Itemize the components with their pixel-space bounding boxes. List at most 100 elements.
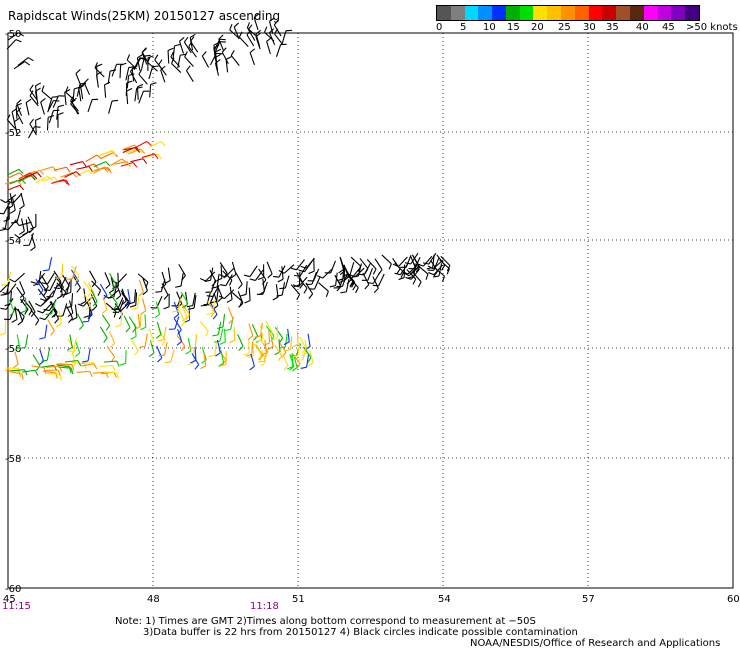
wind-barb (121, 288, 127, 302)
wind-barb (362, 272, 370, 285)
wind-barb (299, 264, 308, 277)
wind-barb (306, 354, 310, 368)
wind-barb (90, 289, 98, 302)
wind-barb (335, 272, 338, 286)
wind-barb (258, 268, 267, 280)
wind-barb-feather (190, 359, 197, 364)
wind-barb-feather (39, 337, 46, 340)
wind-barb (219, 328, 224, 342)
wind-barb (126, 75, 130, 89)
wind-barb (423, 255, 433, 267)
legend-label: 5 (460, 22, 467, 33)
wind-barb-feather (38, 169, 45, 175)
wind-barb-feather (254, 335, 261, 338)
wind-barb (120, 161, 134, 167)
wind-barb-feather (302, 351, 308, 357)
wind-barb-feather (160, 283, 167, 289)
wind-barb (106, 345, 116, 358)
wind-barb-feather (432, 275, 440, 278)
wind-barb (135, 140, 148, 148)
wind-barb-feather (97, 290, 102, 296)
wind-barb (22, 369, 36, 373)
wind-barb (25, 219, 29, 233)
wind-barb-feather (42, 269, 50, 272)
wind-barb-feather (0, 332, 6, 336)
wind-barb-feather (217, 297, 223, 303)
wind-barb-feather (277, 355, 283, 362)
wind-barb-feather (82, 360, 89, 363)
wind-barb-feather (211, 286, 218, 289)
wind-barb-feather (172, 310, 179, 313)
wind-barb-feather (113, 303, 118, 310)
wind-barb (255, 269, 264, 281)
wind-barb (80, 363, 94, 367)
wind-barb-feather (441, 275, 445, 282)
wind-barb-feather (7, 205, 13, 210)
legend-swatch (464, 6, 479, 20)
wind-barb-feather (190, 36, 195, 42)
wind-barb (52, 284, 58, 297)
wind-barb (4, 320, 7, 334)
wind-barb (19, 298, 29, 310)
wind-barb-feather (269, 17, 275, 22)
wind-barb (45, 365, 59, 368)
wind-barb (350, 256, 361, 267)
wind-barb-feather (137, 83, 144, 88)
wind-barb (304, 339, 309, 353)
wind-barb-feather (160, 65, 166, 71)
wind-barb (61, 263, 64, 277)
wind-barb (142, 278, 148, 291)
wind-barb (95, 74, 99, 88)
wind-barb-feather (68, 317, 73, 324)
wind-barb-feather (200, 304, 207, 307)
wind-barb-feather (35, 319, 40, 326)
wind-barb-feather (58, 374, 62, 381)
wind-barb-feather (101, 309, 108, 314)
wind-barb-feather (269, 28, 275, 34)
wind-barb-feather (148, 340, 155, 346)
wind-barb (255, 36, 261, 50)
wind-barb (6, 39, 17, 50)
wind-barb-feather (78, 324, 84, 331)
wind-barb (87, 308, 93, 322)
wind-barb (201, 55, 210, 68)
legend-swatch (671, 6, 686, 20)
wind-barb-feather (69, 366, 72, 374)
wind-barb-feather (105, 161, 111, 167)
wind-barb (247, 29, 256, 41)
wind-barb-feather (446, 268, 450, 275)
wind-barb-feather (124, 301, 131, 306)
wind-barb (330, 260, 337, 274)
wind-barb-feather (249, 278, 256, 282)
wind-barb-feather (111, 284, 117, 290)
wind-barb-feather (76, 287, 81, 293)
wind-barb-feather (426, 266, 433, 270)
wind-barb-feather (30, 246, 36, 252)
wind-barb-feather (174, 43, 181, 47)
wind-barb (278, 265, 286, 278)
wind-barb-feather (255, 32, 261, 38)
wind-barb (302, 346, 312, 358)
wind-barb (47, 272, 55, 285)
wind-barb (266, 261, 273, 275)
wind-barb-feather (88, 166, 93, 172)
wind-barb-feather (54, 176, 59, 183)
wind-barb-feather (173, 313, 179, 319)
wind-barb (130, 158, 144, 163)
wind-barb-feather (170, 51, 175, 58)
wind-barb (17, 57, 29, 66)
wind-barb (313, 268, 320, 282)
wind-barb-feather (131, 307, 138, 310)
wind-barb (48, 299, 57, 311)
wind-barb-feather (83, 315, 90, 319)
wind-barb-feather (92, 301, 98, 307)
wind-barb-feather (57, 112, 64, 116)
wind-barb-feather (53, 312, 58, 318)
wind-barb (74, 304, 78, 318)
wind-barb-feather (219, 341, 226, 345)
wind-barb-feather (206, 312, 213, 316)
wind-barb (231, 292, 243, 302)
wind-barb-feather (24, 369, 28, 376)
legend-swatch (616, 6, 630, 20)
